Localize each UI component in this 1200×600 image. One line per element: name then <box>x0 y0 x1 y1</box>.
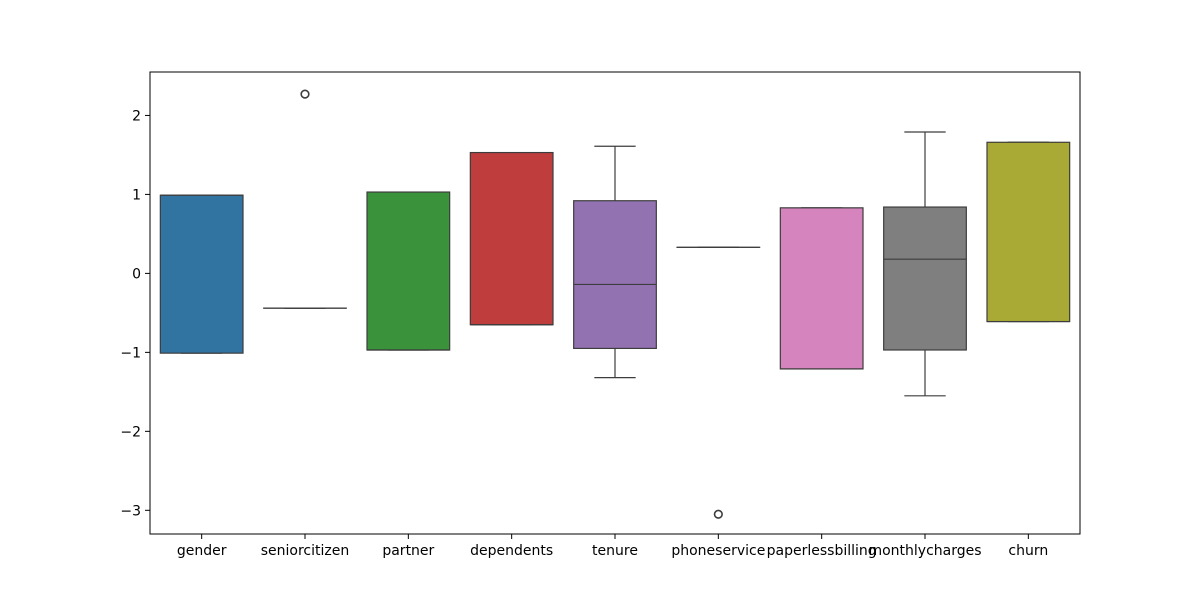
outlier-seniorcitizen-0 <box>300 89 310 99</box>
axes: gender seniorcitizen partner dependents tenu… <box>120 108 1048 559</box>
x-tick-label-paperlessbilling: paperlessbilling <box>767 543 877 559</box>
box-group-tenure <box>573 145 657 379</box>
x-tick-label-partner: partner <box>382 543 434 559</box>
box-group-partner <box>366 191 451 351</box>
box-monthlycharges <box>883 206 967 351</box>
x-tick-label-monthlycharges: monthlycharges <box>868 543 981 559</box>
outlier-phoneservice-0 <box>713 509 723 519</box>
box-dependents <box>469 151 554 326</box>
y-tick-label-4: −2 <box>120 424 141 440</box>
y-tick-label-5: −3 <box>120 503 141 519</box>
x-tick-label-tenure: tenure <box>592 543 638 559</box>
box-group-dependents <box>469 151 554 326</box>
box-tenure <box>573 200 657 350</box>
box-group-phoneservice <box>676 246 761 519</box>
box-gender <box>159 194 244 354</box>
box-group-paperlessbilling <box>779 207 864 370</box>
plot-area <box>159 89 1071 519</box>
x-tick-label-seniorcitizen: seniorcitizen <box>261 543 349 559</box>
box-partner <box>366 191 451 351</box>
y-tick-label-2: 0 <box>132 266 141 282</box>
box-paperlessbilling <box>779 207 864 370</box>
y-tick-label-0: 2 <box>132 108 141 124</box>
box-group-monthlycharges <box>883 131 967 397</box>
x-tick-label-churn: churn <box>1008 543 1048 559</box>
box-churn <box>986 141 1071 323</box>
x-tick-label-gender: gender <box>177 543 227 559</box>
box-group-gender <box>159 194 244 354</box>
box-group-churn <box>986 141 1071 323</box>
y-tick-label-3: −1 <box>120 345 141 361</box>
x-tick-label-dependents: dependents <box>470 543 553 559</box>
y-tick-label-1: 1 <box>132 187 141 203</box>
box-group-seniorcitizen <box>263 89 347 309</box>
x-tick-label-phoneservice: phoneservice <box>671 543 765 559</box>
